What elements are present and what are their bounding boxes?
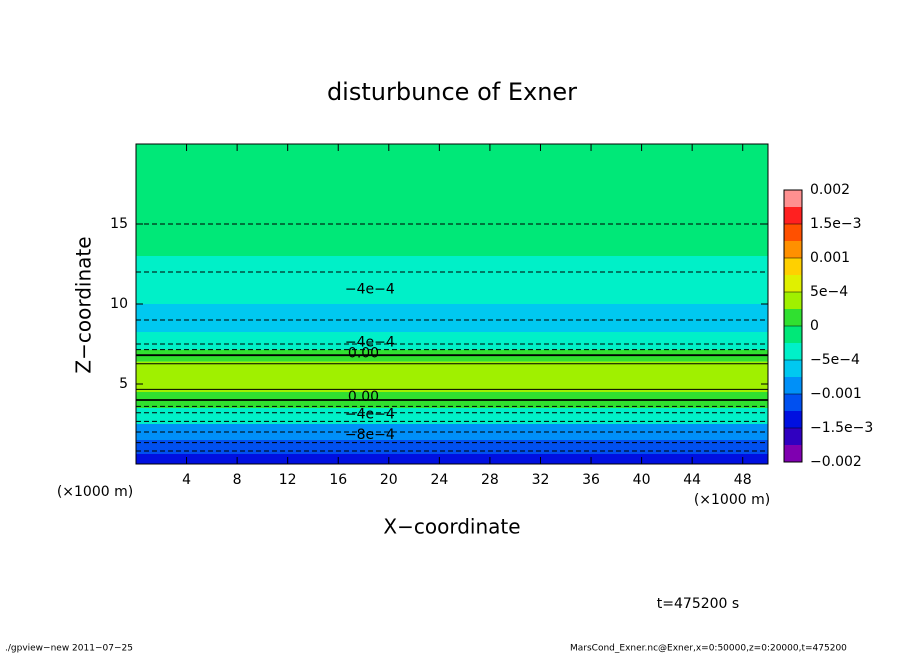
x-tick-label: 48 xyxy=(734,472,752,488)
contour-label: −4e−4 xyxy=(345,334,395,350)
x-tick-label: 32 xyxy=(532,472,550,488)
colorbar-tick-label: 0.002 xyxy=(810,182,850,198)
chart-title: disturbunce of Exner xyxy=(327,78,577,106)
colorbar-swatch xyxy=(784,292,802,309)
colorbar-swatch xyxy=(784,360,802,377)
footer-right: MarsCond_Exner.nc@Exner,x=0:50000,z=0:20… xyxy=(570,644,847,654)
colorbar-swatch xyxy=(784,241,802,258)
x-unit: (×1000 m) xyxy=(694,492,770,508)
field-band xyxy=(136,304,768,332)
colorbar-swatch xyxy=(784,343,802,360)
y-tick-label: 15 xyxy=(110,216,128,232)
x-tick-label: 16 xyxy=(329,472,347,488)
colorbar-swatch xyxy=(784,411,802,428)
field-band xyxy=(136,216,768,256)
field-band xyxy=(136,361,768,376)
colorbar-swatch xyxy=(784,275,802,292)
y-axis-label: Z−coordinate xyxy=(72,236,96,373)
time-label: t=475200 s xyxy=(657,596,739,612)
colorbar-swatch xyxy=(784,190,802,207)
y-tick-label: 10 xyxy=(110,296,128,312)
x-unit: (×1000 m) xyxy=(57,484,133,500)
x-axis-label: X−coordinate xyxy=(383,515,520,539)
colorbar-swatch xyxy=(784,207,802,224)
colorbar-tick-label: 5e−4 xyxy=(810,284,848,300)
x-tick-label: 4 xyxy=(182,472,191,488)
x-tick-label: 24 xyxy=(430,472,448,488)
x-tick-label: 8 xyxy=(233,472,242,488)
colorbar-swatch xyxy=(784,445,802,462)
colorbar-tick-label: −1.5e−3 xyxy=(810,420,873,436)
colorbar-tick-label: −5e−4 xyxy=(810,352,860,368)
contour-label: 0.00 xyxy=(348,346,379,362)
colorbar-swatch xyxy=(784,377,802,394)
colorbar-swatch xyxy=(784,394,802,411)
colorbar-tick-label: 0 xyxy=(810,318,819,334)
colorbar-swatch xyxy=(784,309,802,326)
x-tick-label: 20 xyxy=(380,472,398,488)
field-band xyxy=(136,408,768,424)
colorbar-swatch xyxy=(784,258,802,275)
contour-label: 0.00 xyxy=(348,389,379,405)
field-band xyxy=(136,332,768,350)
x-tick-label: 12 xyxy=(279,472,297,488)
field-band xyxy=(136,454,768,464)
colorbar-tick-label: 1.5e−3 xyxy=(810,216,862,232)
colorbar-swatch xyxy=(784,326,802,343)
field-band xyxy=(136,144,768,172)
field-band xyxy=(136,440,768,454)
colorbar-swatch xyxy=(784,428,802,445)
field-band xyxy=(136,376,768,392)
field-band xyxy=(136,172,768,216)
colorbar-swatch xyxy=(784,224,802,241)
field-band xyxy=(136,256,768,280)
contour-label: −8e−4 xyxy=(345,427,395,443)
x-tick-label: 40 xyxy=(633,472,651,488)
x-tick-label: 28 xyxy=(481,472,499,488)
colorbar-tick-label: −0.001 xyxy=(810,386,862,402)
colorbar-tick-label: 0.001 xyxy=(810,250,850,266)
contour-label: −4e−4 xyxy=(345,406,395,422)
x-tick-label: 44 xyxy=(683,472,701,488)
y-tick-label: 5 xyxy=(119,376,128,392)
footer-left: ./gpview−new 2011−07−25 xyxy=(5,644,133,654)
x-tick-label: 36 xyxy=(582,472,600,488)
contour-label: −4e−4 xyxy=(345,282,395,298)
field-band xyxy=(136,280,768,304)
colorbar-tick-label: −0.002 xyxy=(810,454,862,470)
